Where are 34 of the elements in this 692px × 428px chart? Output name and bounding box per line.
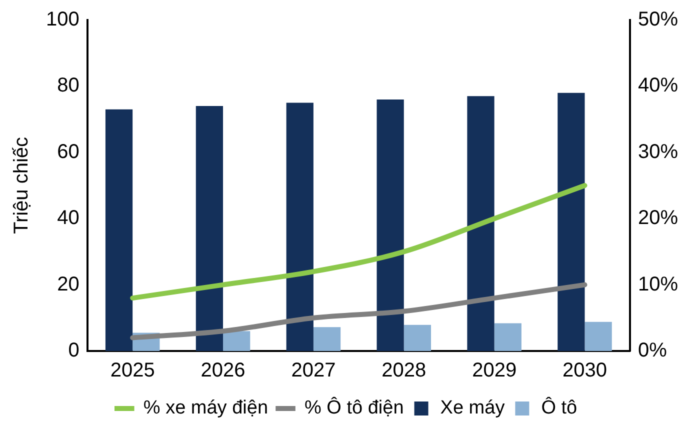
bar <box>584 322 612 351</box>
y-tick-label: 0 <box>68 340 80 362</box>
x-tick-label: 2025 <box>110 360 155 382</box>
y-tick-label: 60 <box>57 140 80 163</box>
legend-label: % Ô tô điện <box>304 396 404 419</box>
x-tick-label: 2027 <box>291 360 336 382</box>
y2-tick-label: 50% <box>638 8 678 31</box>
legend-label: Ô tô <box>541 396 578 419</box>
y-tick-label: 80 <box>57 74 80 97</box>
legend-label: % xe máy điện <box>143 398 268 419</box>
legend-label: Xe máy <box>440 398 506 419</box>
y-tick-label: 100 <box>46 8 80 31</box>
y2-tick-label: 30% <box>638 140 678 163</box>
bar <box>223 331 250 351</box>
y2-tick-label: 0% <box>638 340 668 362</box>
bar <box>286 102 314 351</box>
y2-tick-label: 40% <box>638 74 678 97</box>
x-tick-label: 2028 <box>382 360 426 382</box>
bar <box>105 109 133 351</box>
y-axis-title: Triệu chiếc <box>10 136 33 234</box>
bar <box>494 323 522 351</box>
x-tick-label: 2029 <box>472 360 517 382</box>
bar <box>376 99 404 351</box>
x-tick-label: 2030 <box>562 360 608 382</box>
x-tick-label: 2026 <box>200 360 246 382</box>
y-tick-label: 20 <box>57 273 80 296</box>
bar <box>404 324 432 351</box>
y2-tick-label: 20% <box>638 207 678 230</box>
y-tick-label: 40 <box>57 207 80 230</box>
y2-tick-label: 10% <box>638 273 678 296</box>
bar <box>313 327 341 351</box>
bar <box>558 92 585 351</box>
bar <box>196 106 224 351</box>
bar <box>467 96 494 351</box>
